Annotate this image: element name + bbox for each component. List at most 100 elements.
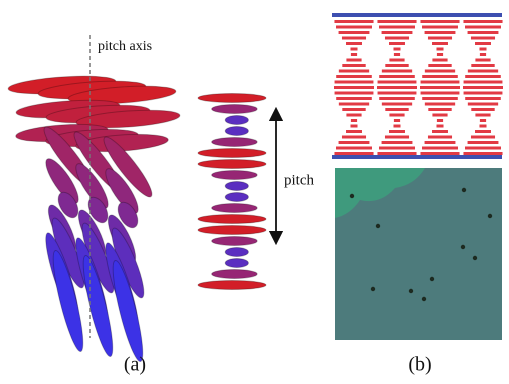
- stripe: [471, 37, 495, 40]
- stripe: [428, 136, 452, 139]
- stripe: [465, 147, 501, 150]
- stripe: [377, 152, 416, 155]
- stripe: [428, 37, 452, 40]
- defect: [371, 287, 375, 291]
- stripe: [436, 48, 443, 51]
- defect: [409, 289, 413, 293]
- stripe: [465, 97, 501, 100]
- defect: [376, 224, 380, 228]
- defect: [430, 277, 434, 281]
- molecule: [198, 94, 266, 103]
- stripe: [463, 86, 503, 89]
- stripe: [342, 64, 365, 67]
- molecule: [198, 281, 266, 290]
- molecule: [225, 182, 248, 191]
- defect: [422, 297, 426, 301]
- stripe: [382, 141, 413, 144]
- stripe: [464, 81, 503, 84]
- stripe: [420, 152, 459, 155]
- stripe: [385, 64, 408, 67]
- stripe: [394, 53, 400, 56]
- molecule: [198, 226, 266, 235]
- stripe: [479, 48, 486, 51]
- defect: [350, 194, 354, 198]
- stripe: [463, 20, 502, 23]
- stripe: [437, 53, 443, 56]
- stripe: [425, 103, 455, 106]
- stripe: [379, 75, 415, 78]
- stripe: [336, 75, 372, 78]
- stripe: [468, 103, 498, 106]
- stripe: [382, 103, 412, 106]
- stripe: [422, 147, 458, 150]
- figure: pitch axis pitch (a) (b): [0, 0, 509, 384]
- stripe: [425, 70, 455, 73]
- stripe: [425, 141, 456, 144]
- pitch-label: pitch: [284, 172, 314, 188]
- stripe: [379, 97, 415, 100]
- molecule: [198, 160, 266, 169]
- stripe: [464, 92, 503, 95]
- stripe: [465, 26, 501, 29]
- stripe: [346, 114, 361, 117]
- stripe: [468, 141, 499, 144]
- stripe: [385, 108, 408, 111]
- defect: [461, 245, 465, 249]
- stripe: [389, 130, 405, 133]
- stripe: [379, 26, 415, 29]
- stripe: [475, 42, 491, 45]
- stripe: [385, 136, 409, 139]
- helix-stack-side: [198, 94, 266, 290]
- stripe: [394, 119, 400, 122]
- stripe: [334, 152, 373, 155]
- stripe: [346, 59, 361, 62]
- molecule: [225, 116, 248, 125]
- stripe: [342, 136, 366, 139]
- stripe: [422, 97, 458, 100]
- stripe: [346, 42, 362, 45]
- stripe: [480, 53, 486, 56]
- stripe: [335, 81, 374, 84]
- defect: [488, 214, 492, 218]
- molecule: [225, 127, 248, 136]
- stripe: [468, 70, 498, 73]
- molecule: [212, 105, 258, 114]
- molecule: [198, 149, 266, 158]
- stripe: [465, 75, 501, 78]
- stripe: [420, 86, 460, 89]
- molecule: [212, 204, 258, 213]
- stripe: [378, 92, 417, 95]
- stripe: [334, 20, 373, 23]
- stripe: [475, 130, 491, 133]
- molecule: [212, 237, 258, 246]
- stripe: [463, 152, 502, 155]
- stripe: [421, 81, 460, 84]
- defect: [462, 188, 466, 192]
- stripe: [389, 42, 405, 45]
- stripe: [342, 37, 366, 40]
- molecule: [212, 138, 258, 147]
- stripe: [335, 92, 374, 95]
- stripe: [339, 70, 369, 73]
- stripe: [382, 31, 413, 34]
- stripe: [471, 108, 494, 111]
- stripe: [437, 119, 443, 122]
- stripe: [377, 86, 417, 89]
- defect: [473, 256, 477, 260]
- stripe: [420, 20, 459, 23]
- stripe: [393, 48, 400, 51]
- stripe: [425, 31, 456, 34]
- stripe: [480, 119, 486, 122]
- molecule: [225, 248, 248, 257]
- stripe: [436, 125, 443, 128]
- stripe: [421, 92, 460, 95]
- stripe: [432, 59, 447, 62]
- stripe: [475, 114, 490, 117]
- stripe: [350, 48, 357, 51]
- stripe: [389, 114, 404, 117]
- molecule: [212, 270, 258, 279]
- stripe: [350, 125, 357, 128]
- stripe: [432, 114, 447, 117]
- molecule: [212, 171, 258, 180]
- stripe: [378, 81, 417, 84]
